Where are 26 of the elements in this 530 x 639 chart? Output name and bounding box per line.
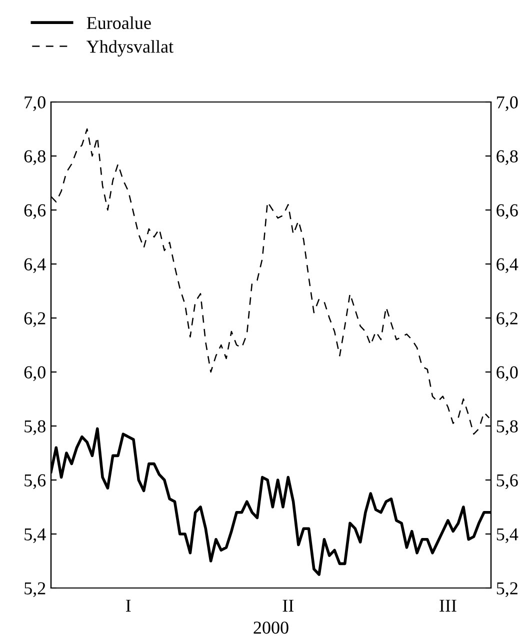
y-tick-label: 6,0	[24, 366, 46, 382]
y-tick-label: 6,6	[24, 204, 46, 220]
y-tick-label: 5,6	[24, 474, 46, 490]
y-tick-label: 5,2	[24, 582, 46, 598]
y2-tick-label: 6,6	[496, 204, 518, 220]
x-tick-label: II	[282, 600, 294, 612]
y2-tick-label: 5,2	[496, 582, 518, 598]
legend-label: Euroalue	[86, 16, 151, 30]
y2-tick-label: 6,4	[496, 258, 518, 274]
y-tick-label: 5,4	[24, 528, 46, 544]
y2-tick-label: 5,6	[496, 474, 518, 490]
y-tick-label: 6,4	[24, 258, 46, 274]
y2-tick-label: 6,2	[496, 312, 518, 328]
x-tick-label: III	[440, 600, 456, 612]
y2-tick-label: 5,4	[496, 528, 518, 544]
y-tick-label: 6,8	[24, 150, 46, 166]
x-tick-label: I	[126, 600, 131, 612]
y-tick-label: 6,2	[24, 312, 46, 328]
y2-tick-label: 5,8	[496, 420, 518, 436]
y2-tick-label: 7,0	[497, 96, 518, 112]
x-axis-title: 2000	[254, 622, 288, 634]
y-tick-label: 7,0	[24, 96, 46, 112]
y-tick-label: 5,8	[24, 420, 46, 436]
y2-tick-label: 6,0	[496, 366, 518, 382]
y2-tick-label: 6,8	[496, 150, 518, 166]
legend-label: Yhdysvallat	[86, 40, 174, 56]
